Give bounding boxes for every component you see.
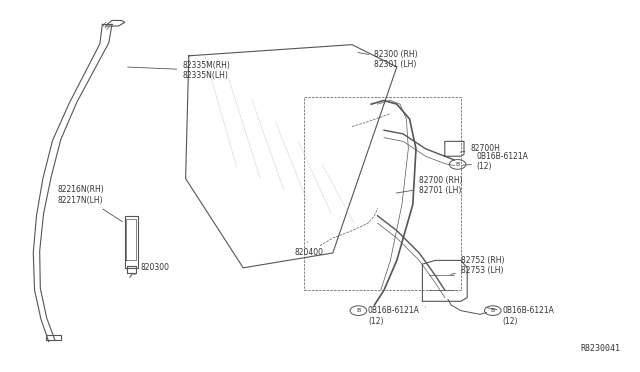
Text: 82216N(RH)
82217N(LH): 82216N(RH) 82217N(LH) bbox=[58, 185, 122, 222]
Text: R8230041: R8230041 bbox=[581, 344, 621, 353]
Text: 82335M(RH)
82335N(LH): 82335M(RH) 82335N(LH) bbox=[127, 61, 230, 80]
Text: B: B bbox=[456, 162, 460, 167]
Text: B: B bbox=[356, 308, 360, 313]
Text: 82700 (RH)
82701 (LH): 82700 (RH) 82701 (LH) bbox=[396, 176, 463, 195]
Text: 820300: 820300 bbox=[134, 263, 170, 275]
Text: B: B bbox=[491, 308, 495, 313]
Text: 82300 (RH)
82301 (LH): 82300 (RH) 82301 (LH) bbox=[358, 49, 418, 69]
Text: 82752 (RH)
82753 (LH): 82752 (RH) 82753 (LH) bbox=[451, 256, 504, 275]
Text: 0B16B-6121A
(12): 0B16B-6121A (12) bbox=[486, 306, 554, 326]
Text: 82700H: 82700H bbox=[460, 144, 500, 153]
Text: 820400: 820400 bbox=[294, 242, 323, 257]
Text: 0B16B-6121A
(12): 0B16B-6121A (12) bbox=[462, 152, 529, 171]
Text: 0B16B-6121A
(12): 0B16B-6121A (12) bbox=[368, 306, 426, 326]
